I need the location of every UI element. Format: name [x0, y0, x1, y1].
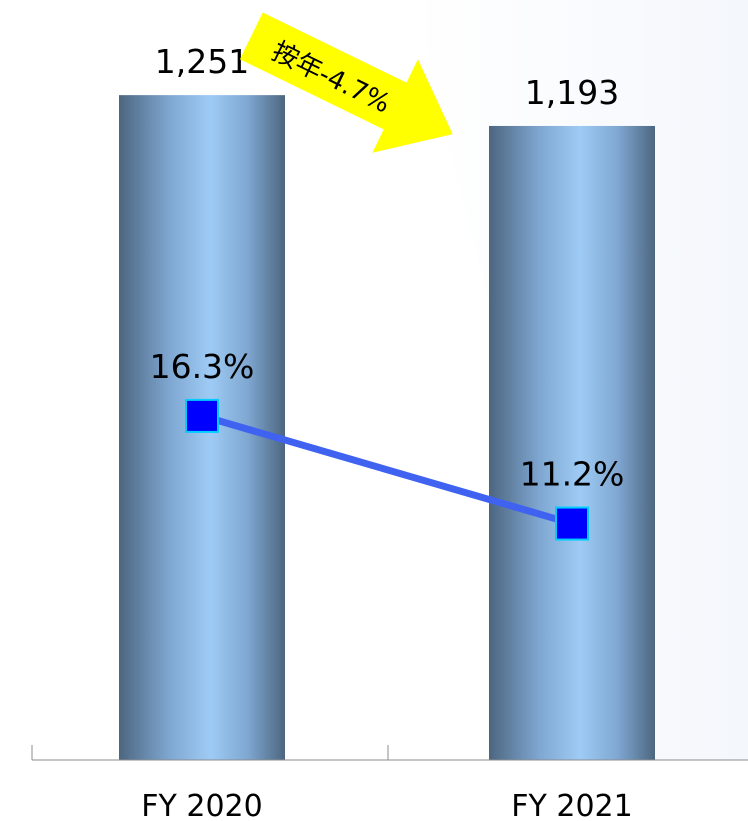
x-tick-label: FY 2021: [511, 789, 632, 821]
line-marker: [185, 398, 219, 433]
line-series: [201, 412, 573, 527]
bar: [489, 125, 655, 761]
x-tick-label: FY 2020: [141, 789, 262, 821]
line-value-label: 11.2%: [520, 455, 625, 494]
bar-value-labels: 1,251 1,193: [155, 42, 619, 112]
bars-group: [119, 95, 655, 761]
bar-value-label: 1,251: [155, 42, 249, 81]
line-value-label: 16.3%: [150, 347, 255, 386]
x-tick-labels: FY 2020 FY 2021: [141, 789, 632, 821]
yoy-arrow-shape: [239, 12, 453, 153]
line-marker: [555, 506, 589, 541]
line-series-group: 16.3% 11.2%: [150, 347, 625, 541]
bar-value-label: 1,193: [525, 73, 619, 112]
